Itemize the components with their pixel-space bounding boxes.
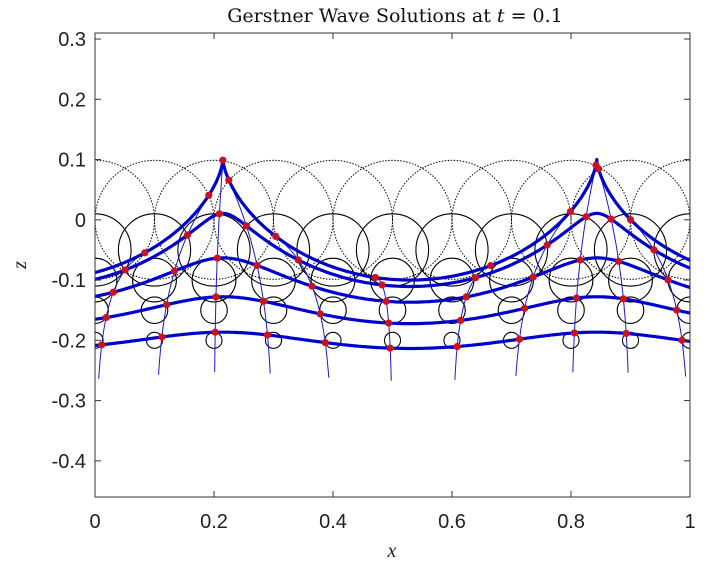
particle-point — [615, 258, 622, 265]
particle-point — [272, 233, 279, 240]
particle-point — [673, 307, 680, 314]
particle-point — [122, 266, 129, 273]
y-tick-label: 0 — [75, 210, 86, 232]
particle-point — [457, 317, 464, 324]
particle-point — [253, 262, 260, 269]
particle-point — [627, 216, 634, 223]
particle-point — [454, 343, 461, 350]
particle-point — [205, 192, 212, 199]
particle-point — [103, 314, 110, 321]
y-tick-label: 0.1 — [58, 150, 86, 172]
particle-point — [212, 293, 219, 300]
particle-point — [264, 331, 271, 338]
particle-point — [184, 231, 191, 238]
y-tick-label: -0.4 — [52, 451, 86, 473]
x-tick-label: 0.6 — [438, 511, 466, 533]
particle-point — [225, 176, 232, 183]
particle-point — [171, 267, 178, 274]
y-axis-label: z — [9, 261, 31, 270]
particle-point — [372, 274, 379, 281]
particle-point — [571, 329, 578, 336]
particle-point — [650, 246, 657, 253]
chart-title: Gerstner Wave Solutions at t = 0.1 — [227, 5, 563, 27]
y-tick-label: -0.1 — [52, 270, 86, 292]
x-axis-label: x — [387, 540, 397, 562]
particle-point — [219, 157, 226, 164]
y-tick-label: 0.2 — [58, 89, 86, 111]
x-tick-label: 0.8 — [557, 511, 585, 533]
particle-point — [158, 333, 165, 340]
x-tick-label: 0.4 — [319, 511, 347, 533]
particle-point — [516, 336, 523, 343]
particle-point — [216, 210, 223, 217]
particle-point — [583, 213, 590, 220]
x-tick-label: 0.2 — [200, 511, 228, 533]
particle-point — [595, 165, 602, 172]
particle-point — [620, 295, 627, 302]
particle-point — [383, 298, 390, 305]
plot-area — [95, 33, 690, 497]
particle-point — [317, 310, 324, 317]
particle-point — [521, 305, 528, 312]
particle-point — [665, 276, 672, 283]
particle-point — [322, 339, 329, 346]
particle-point — [308, 283, 315, 290]
particle-point — [567, 208, 574, 215]
particle-point — [530, 273, 537, 280]
particle-point — [212, 329, 219, 336]
x-tick-label: 1 — [684, 511, 695, 533]
particle-point — [243, 222, 250, 229]
particle-point — [623, 330, 630, 337]
particle-point — [260, 298, 267, 305]
y-tick-label: -0.2 — [52, 330, 86, 352]
particle-point — [385, 319, 392, 326]
particle-point — [544, 241, 551, 248]
particle-point — [463, 293, 470, 300]
particle-point — [379, 281, 386, 288]
y-tick-label: 0.3 — [58, 29, 86, 51]
particle-point — [577, 256, 584, 263]
particle-point — [608, 216, 615, 223]
particle-point — [387, 345, 394, 352]
particle-point — [487, 262, 494, 269]
particle-point — [573, 294, 580, 301]
particle-point — [472, 274, 479, 281]
x-tick-label: 0 — [89, 511, 100, 533]
particle-point — [214, 255, 221, 262]
y-tick-label: -0.3 — [52, 391, 86, 413]
particle-point — [98, 341, 105, 348]
particle-point — [141, 249, 148, 256]
particle-point — [295, 256, 302, 263]
particle-point — [163, 301, 170, 308]
particle-point — [110, 289, 117, 296]
